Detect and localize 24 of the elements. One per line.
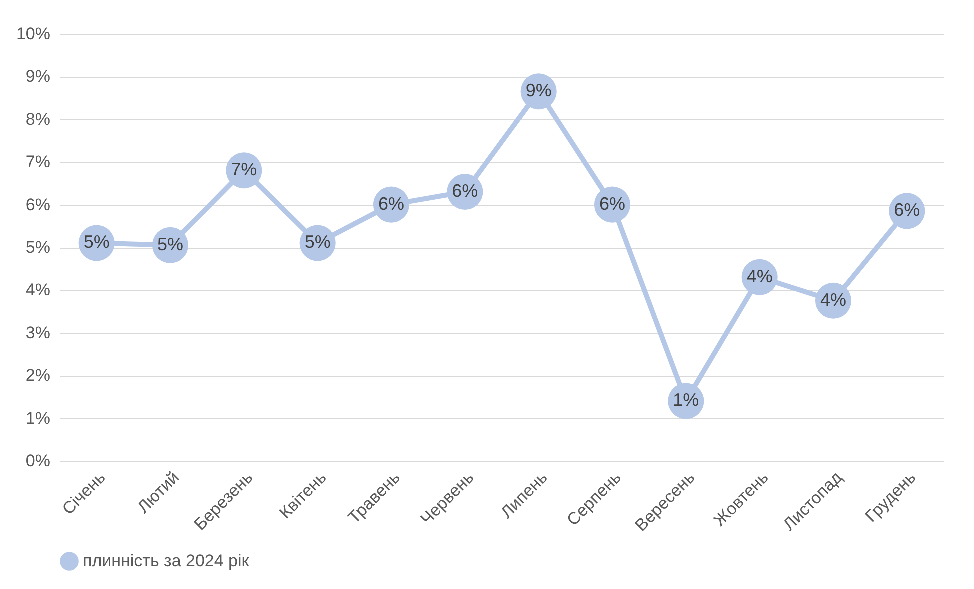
data-label: 5% <box>157 234 184 254</box>
y-tick-label: 3% <box>26 323 50 342</box>
y-tick-label: 1% <box>26 408 50 428</box>
data-label: 7% <box>231 160 258 180</box>
data-label: 9% <box>526 80 552 101</box>
y-tick-label: 10% <box>16 24 50 44</box>
data-label: 6% <box>599 194 626 214</box>
legend-label: плинність за 2024 рік <box>83 552 250 570</box>
y-tick-label: 2% <box>26 366 50 386</box>
data-label: 4% <box>746 266 773 286</box>
y-tick-label: 9% <box>26 67 50 86</box>
data-label: 1% <box>673 390 700 410</box>
y-tick-label: 8% <box>26 110 50 129</box>
data-label: 6% <box>378 194 405 214</box>
y-tick-label: 0% <box>26 452 50 470</box>
y-tick-label: 4% <box>26 280 50 300</box>
y-tick-label: 5% <box>26 238 50 257</box>
y-tick-label: 7% <box>26 152 50 172</box>
data-label: 5% <box>304 232 331 252</box>
data-label: 4% <box>820 290 847 310</box>
data-label: 6% <box>452 180 478 201</box>
data-label: 5% <box>84 232 110 252</box>
data-label: 6% <box>894 200 920 220</box>
y-tick-label: 6% <box>26 195 50 214</box>
